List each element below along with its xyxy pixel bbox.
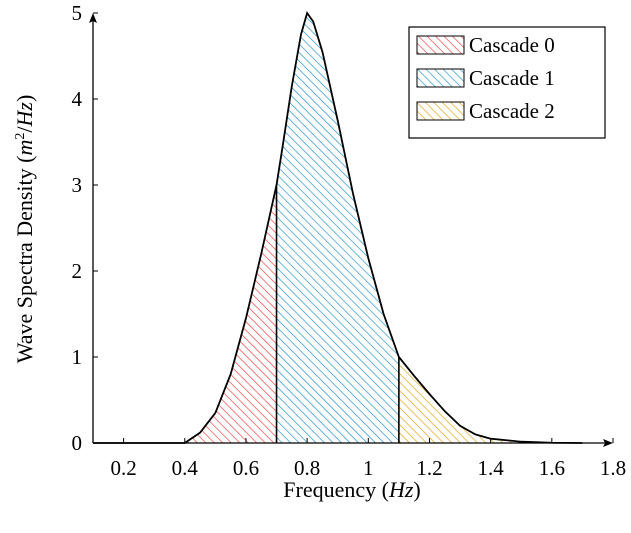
legend-swatch-cascade-1: [416, 68, 465, 88]
x-tick-label: 1.6: [539, 456, 565, 480]
x-tick-label: 0.2: [110, 456, 136, 480]
y-tick-label: 0: [72, 431, 83, 455]
y-tick-label: 2: [72, 259, 83, 283]
legend-label-cascade-1: Cascade 1: [469, 66, 555, 90]
x-axis-title: Frequency (Hz): [283, 477, 420, 502]
y-axis-arrow: [89, 13, 97, 23]
spectrum-curve: [93, 10, 583, 444]
axes: [89, 13, 613, 447]
x-axis-arrow: [603, 439, 613, 447]
y-tick-label: 4: [72, 87, 83, 111]
legend: Cascade 0 Cascade 1 Cascade 2: [408, 26, 606, 139]
x-tick-label: 1.8: [600, 456, 626, 480]
y-axis-title: Wave Spectra Density (m2/Hz): [12, 95, 37, 364]
cascade-dividers: [275, 185, 400, 443]
x-tick-label: 1: [363, 456, 374, 480]
y-tick-label: 3: [72, 173, 83, 197]
legend-label-cascade-0: Cascade 0: [469, 33, 555, 57]
x-tick-label: 1.4: [478, 456, 505, 480]
cascade-0-area: [184, 185, 277, 443]
y-tick-label: 5: [72, 1, 83, 25]
x-tick-label: 0.8: [294, 456, 320, 480]
x-ticks: 0.2 0.4 0.6 0.8 1 1.2 1.4 1.6 1.8: [110, 438, 626, 480]
x-tick-label: 0.4: [172, 456, 199, 480]
cascade-2-area: [398, 357, 583, 443]
cascade-1-area: [276, 13, 399, 443]
y-ticks: 0 1 2 3 4 5: [72, 1, 98, 455]
cascade-fill-regions: [184, 13, 583, 443]
y-tick-label: 1: [72, 345, 83, 369]
x-tick-label: 1.2: [416, 456, 442, 480]
x-tick-label: 0.6: [233, 456, 259, 480]
legend-label-cascade-2: Cascade 2: [469, 99, 555, 123]
legend-swatch-cascade-0: [416, 35, 465, 55]
legend-swatch-cascade-2: [416, 101, 465, 121]
